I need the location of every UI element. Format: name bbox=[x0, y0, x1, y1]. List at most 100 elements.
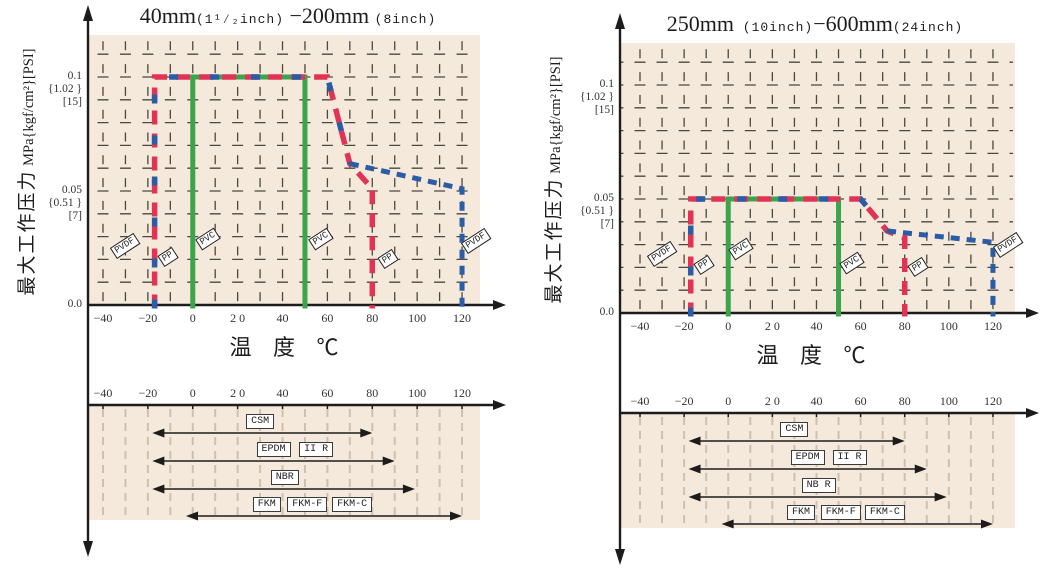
material-arrow-left-head bbox=[688, 436, 701, 446]
secondary-axis-arrowhead bbox=[493, 400, 506, 410]
curve-pp bbox=[687, 196, 908, 317]
secondary-x-tick-label: 0 bbox=[189, 386, 196, 400]
material-arrow-right-head bbox=[402, 484, 415, 494]
material-arrow-right-head bbox=[914, 464, 927, 474]
material-label-epdm: EPDM bbox=[256, 442, 291, 457]
x-tick-label: 120 bbox=[983, 319, 1002, 333]
secondary-x-tick-label: 120 bbox=[453, 386, 472, 400]
material-label-fkm-f: FKM-F bbox=[820, 505, 861, 520]
x-tick-label: −40 bbox=[93, 311, 113, 325]
y-tick-label: 0.05 {0.51 } [7] bbox=[579, 192, 614, 230]
chart-250mm-600mm: 250mm (10inch)−600mm(24inch) 最大工作压力 MPa{… bbox=[527, 8, 1053, 574]
chart-canvas bbox=[615, 13, 1039, 565]
secondary-x-tick-label: 120 bbox=[983, 394, 1002, 408]
secondary-x-tick-label: 40 bbox=[810, 394, 823, 408]
material-band-background bbox=[620, 414, 1015, 528]
x-tick-label: −20 bbox=[674, 319, 694, 333]
x-axis-label: 温 度 ℃ bbox=[229, 335, 347, 360]
y-tick-label: 0.05 {0.51 } [7] bbox=[47, 184, 82, 222]
material-arrow-right-head bbox=[934, 492, 947, 502]
material-label-ii-r: II R bbox=[832, 450, 867, 465]
material-label-fkm-c: FKM-C bbox=[332, 497, 373, 512]
material-arrow-right-head bbox=[892, 436, 905, 446]
material-arrow-left-head bbox=[688, 464, 701, 474]
plot-background bbox=[620, 43, 1015, 313]
x-tick-label: 60 bbox=[854, 319, 867, 333]
material-arrow-left-head bbox=[688, 492, 701, 502]
material-band-background bbox=[88, 406, 480, 520]
material-label-csm: CSM bbox=[780, 422, 809, 437]
material-arrow-left-head bbox=[721, 519, 734, 529]
x-tick-label: −40 bbox=[630, 319, 650, 333]
x-tick-label: 0 bbox=[725, 319, 732, 333]
y-axis-up-arrowhead bbox=[615, 13, 625, 29]
material-label-fkm: FKM bbox=[787, 505, 816, 520]
x-axis-arrowhead bbox=[1026, 308, 1039, 318]
secondary-x-tick-label: −20 bbox=[674, 394, 694, 408]
material-label-csm: CSM bbox=[246, 414, 275, 429]
x-tick-label: 120 bbox=[453, 311, 472, 325]
material-arrow-left-head bbox=[186, 511, 199, 521]
secondary-x-tick-label: 40 bbox=[276, 386, 289, 400]
y-axis-label: 最大工作压力 MPa{kgf/cm²}[PSI] bbox=[543, 30, 567, 330]
title-size-to: −200mm bbox=[284, 3, 375, 28]
material-arrow-right-head bbox=[360, 428, 373, 438]
material-arrow-left-head bbox=[152, 428, 165, 438]
y-axis-down-arrowhead bbox=[615, 549, 625, 565]
chart-title: 250mm (10inch)−600mm(24inch) bbox=[619, 11, 1011, 37]
secondary-x-tick-label: −20 bbox=[138, 386, 158, 400]
secondary-x-tick-label: 100 bbox=[939, 394, 958, 408]
material-arrow-left-head bbox=[152, 456, 165, 466]
x-axis-arrowhead bbox=[493, 300, 506, 310]
curve-pvdf bbox=[886, 228, 996, 317]
y-axis-up-arrowhead bbox=[83, 5, 93, 21]
x-tick-label: 2 0 bbox=[764, 319, 780, 333]
secondary-x-tick-label: 80 bbox=[898, 394, 911, 408]
x-tick-label: 40 bbox=[810, 319, 823, 333]
material-label-ii-r: II R bbox=[299, 442, 334, 457]
x-tick-label: 2 0 bbox=[230, 311, 246, 325]
secondary-x-tick-label: 60 bbox=[854, 394, 867, 408]
x-tick-label: 0 bbox=[189, 311, 196, 325]
material-arrow-right-head bbox=[382, 456, 395, 466]
y-tick-label: 0.1 {1.02 } [15] bbox=[47, 70, 82, 108]
title-size-from: 40mm bbox=[139, 3, 196, 28]
y-tick-label: 0.0 bbox=[67, 298, 82, 310]
title-size-from-inch: (1¹⁄₂inch) bbox=[195, 12, 284, 27]
x-tick-label: 80 bbox=[366, 311, 379, 325]
secondary-x-tick-label: 2 0 bbox=[230, 386, 246, 400]
title-size-from-inch: (10inch) bbox=[733, 20, 814, 35]
material-arrow-left-head bbox=[152, 484, 165, 494]
secondary-x-tick-label: −40 bbox=[93, 386, 113, 400]
x-tick-label: 100 bbox=[939, 319, 958, 333]
x-tick-label: 40 bbox=[276, 311, 289, 325]
secondary-x-tick-label: 0 bbox=[725, 394, 732, 408]
x-tick-label: 80 bbox=[898, 319, 911, 333]
chart-40mm-200mm: 40mm(1¹⁄₂inch) −200mm (8inch) 最大工作压力 MPa… bbox=[0, 0, 526, 566]
title-size-to-inch: (24inch) bbox=[892, 20, 964, 35]
material-label-epdm: EPDM bbox=[790, 450, 825, 465]
material-label-fkm: FKM bbox=[252, 497, 281, 512]
material-label-fkm-c: FKM-C bbox=[864, 505, 905, 520]
y-axis-down-arrowhead bbox=[83, 541, 93, 557]
material-label-fkm-f: FKM-F bbox=[287, 497, 328, 512]
secondary-x-tick-label: 100 bbox=[408, 386, 427, 400]
chart-title: 40mm(1¹⁄₂inch) −200mm (8inch) bbox=[92, 3, 484, 29]
y-tick-label: 0.0 bbox=[599, 306, 614, 318]
x-tick-label: 60 bbox=[321, 311, 334, 325]
y-tick-label: 0.1 {1.02 } [15] bbox=[579, 78, 614, 116]
secondary-axis-arrowhead bbox=[1026, 408, 1039, 418]
title-size-from: 250mm bbox=[666, 11, 734, 36]
title-size-to: −600mm bbox=[813, 11, 893, 36]
y-axis-label: 最大工作压力 MPa{kgf/cm²}[PSI] bbox=[16, 22, 40, 322]
secondary-x-tick-label: 2 0 bbox=[764, 394, 780, 408]
material-arrow-right-head bbox=[980, 519, 993, 529]
x-tick-label: 100 bbox=[408, 311, 427, 325]
secondary-x-tick-label: 60 bbox=[321, 386, 334, 400]
material-label-nb-r: NB R bbox=[801, 478, 836, 493]
material-arrow-right-head bbox=[450, 511, 463, 521]
x-tick-label: −20 bbox=[138, 311, 158, 325]
curve-pp bbox=[151, 74, 376, 309]
x-axis-label: 温 度 ℃ bbox=[756, 343, 874, 368]
